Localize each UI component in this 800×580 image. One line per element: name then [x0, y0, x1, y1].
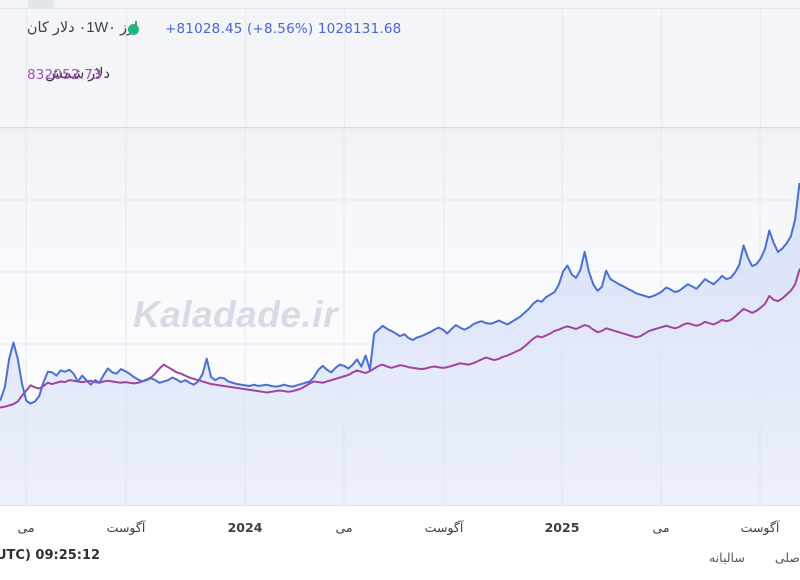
quote-value: +81028.45 (+8.56%) 1028131.68	[165, 21, 402, 37]
header-gridline	[26, 9, 27, 128]
x-axis-tick-label: 2025	[544, 520, 580, 535]
x-axis-tick-label: آگوست	[740, 521, 780, 535]
x-axis-tick-label: می	[335, 521, 353, 535]
header-gridline	[344, 9, 345, 128]
top-strip	[0, 0, 800, 9]
header-gridline	[444, 9, 445, 128]
footer-link[interactable]: صلی	[774, 551, 800, 565]
series-main-area	[0, 183, 800, 505]
x-axis-tick-label: می	[17, 521, 35, 535]
quote-header: ارز ۰1W۰ دلار کان +81028.45 (+8.56%) 102…	[0, 9, 800, 128]
x-axis: می آگوست 2024 می آگوست 2025 می آگوست	[0, 505, 800, 540]
quote-block: +81028.45 (+8.56%) 1028131.68	[128, 21, 401, 37]
header-gridline	[760, 9, 761, 128]
x-axis-tick-label: 2024	[227, 520, 263, 535]
series-alt-line	[0, 267, 800, 409]
x-axis-tick-label: آگوست	[424, 521, 464, 535]
series-alt-label: دلار شمش	[45, 66, 110, 82]
series-main-label: ارز ۰1W۰ دلار کان	[26, 20, 138, 36]
footer: UTC) 09:25:12 صلی سالیانه	[0, 540, 800, 580]
footer-links: صلی سالیانه	[709, 550, 800, 565]
top-strip-nub	[28, 0, 54, 8]
green-status-dot-icon	[128, 23, 139, 35]
header-gridline	[126, 9, 127, 128]
x-axis-tick-label: آگوست	[106, 521, 146, 535]
watermark-primary: Kaladade.ir	[133, 294, 338, 335]
series-main-legend[interactable]: ارز ۰1W۰ دلار کان	[27, 20, 138, 36]
series-alt-legend[interactable]: دلار شمش	[45, 66, 110, 82]
header-gridline	[661, 9, 662, 128]
chart-svg	[0, 128, 800, 505]
x-axis-tick-label: می	[652, 521, 670, 535]
chart-plot-area[interactable]: Kaladade.ir Kaladade	[0, 128, 800, 505]
footer-link[interactable]: سالیانه	[708, 551, 745, 565]
series-alt-value: 832052.73	[27, 67, 102, 83]
series-main-line	[0, 182, 800, 405]
footer-timestamp: UTC) 09:25:12	[0, 548, 101, 563]
header-gridline	[245, 9, 246, 128]
header-gridline	[562, 9, 563, 128]
